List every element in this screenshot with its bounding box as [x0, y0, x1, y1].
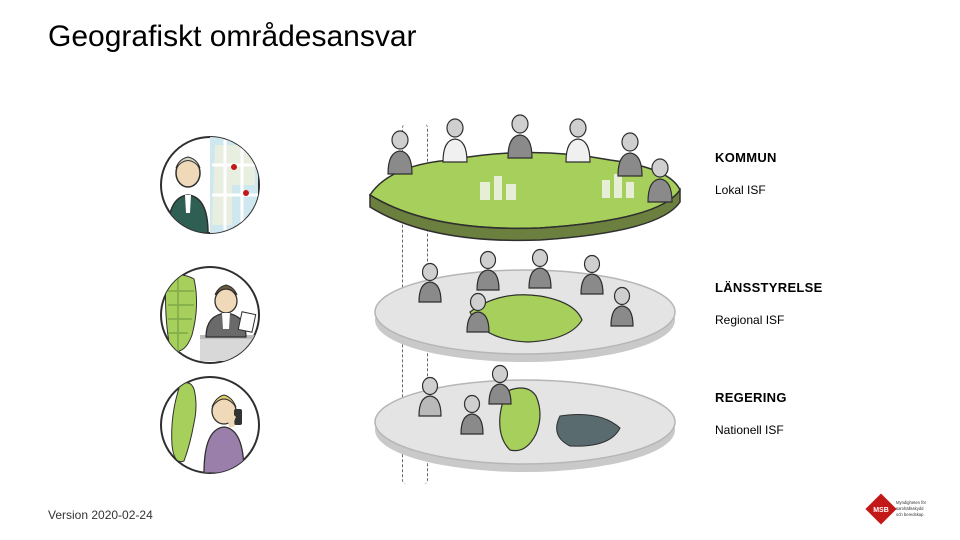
logo-text-3: och beredskap	[896, 512, 924, 517]
illustration-circle-kommun	[160, 135, 260, 235]
msb-logo: MSB Myndigheten för samhällsskydd och be…	[868, 496, 938, 524]
lansstyrelse-circle-icon	[160, 265, 260, 365]
platform-kommun	[360, 110, 690, 250]
svg-text:MSB: MSB	[873, 507, 889, 514]
regering-circle-icon	[160, 375, 260, 475]
level-row-kommun: KOMMUN Lokal ISF	[160, 130, 880, 240]
level-sub: Lokal ISF	[715, 183, 777, 197]
labels-lansstyrelse: LÄNSSTYRELSE Regional ISF	[715, 280, 823, 327]
level-heading: LÄNSSTYRELSE	[715, 280, 823, 295]
page-title: Geografiskt områdesansvar	[48, 20, 417, 54]
level-sub: Regional ISF	[715, 313, 823, 327]
logo-text-2: samhällsskydd	[896, 506, 924, 511]
level-heading: KOMMUN	[715, 150, 777, 165]
platform-regering	[360, 350, 690, 490]
platform-regering-icon	[360, 350, 690, 490]
level-sub: Nationell ISF	[715, 423, 787, 437]
labels-kommun: KOMMUN Lokal ISF	[715, 150, 777, 197]
kommun-circle-icon	[160, 135, 260, 235]
level-row-regering: REGERING Nationell ISF	[160, 370, 880, 480]
version-label: Version 2020-02-24	[48, 508, 153, 522]
msb-logo-icon: MSB Myndigheten för samhällsskydd och be…	[868, 496, 938, 524]
illustration-circle-lansstyrelse	[160, 265, 260, 365]
illustration-circle-regering	[160, 375, 260, 475]
slide: Geografiskt områdesansvar	[0, 0, 960, 540]
logo-text-1: Myndigheten för	[896, 500, 927, 505]
labels-regering: REGERING Nationell ISF	[715, 390, 787, 437]
level-heading: REGERING	[715, 390, 787, 405]
platform-kommun-icon	[360, 110, 690, 250]
